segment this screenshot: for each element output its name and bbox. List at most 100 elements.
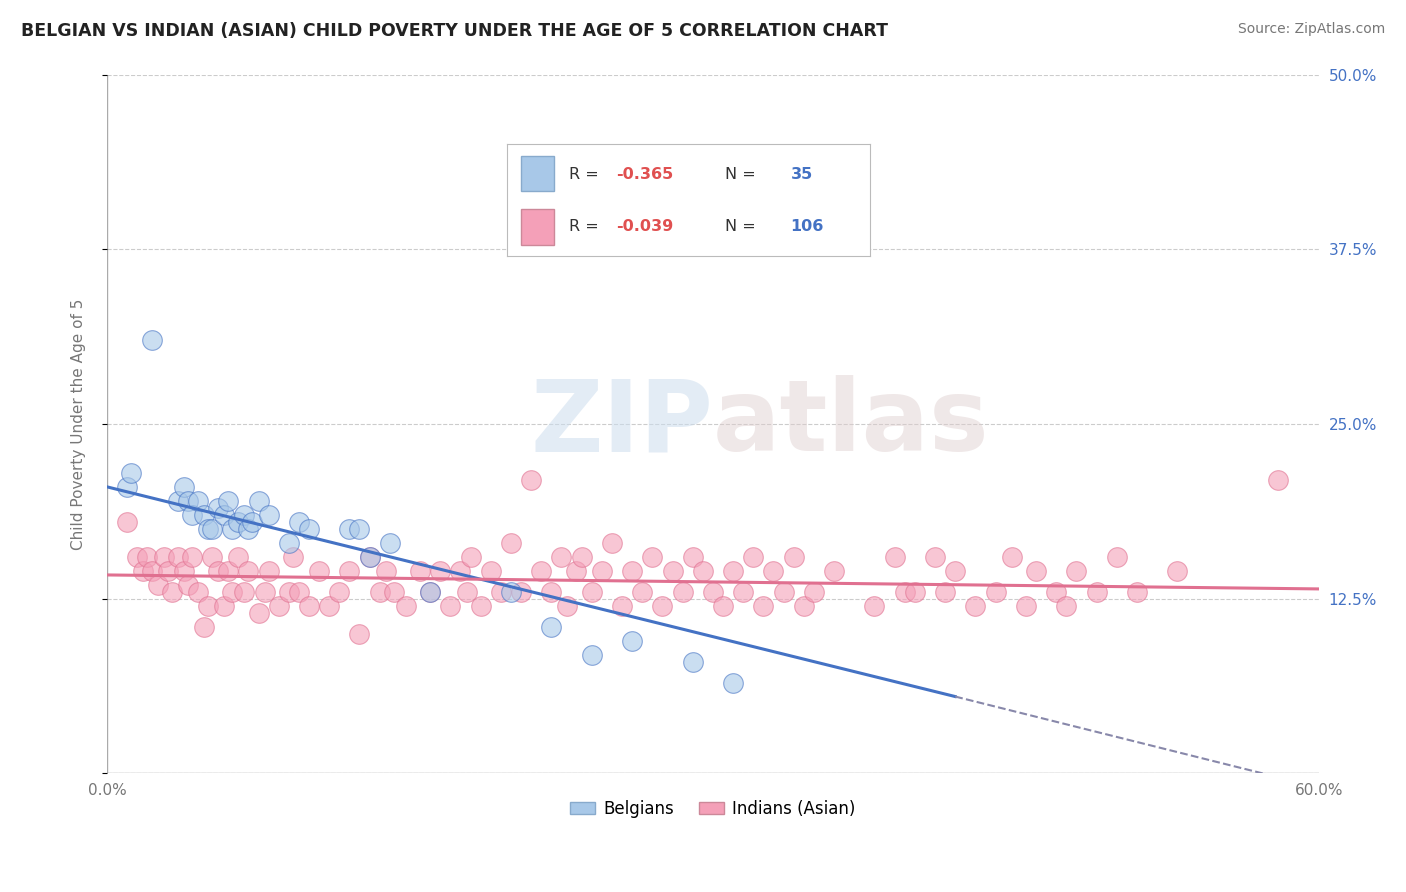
Point xyxy=(217,493,239,508)
Point xyxy=(702,584,724,599)
Point xyxy=(141,564,163,578)
Point xyxy=(1025,564,1047,578)
Point xyxy=(288,584,311,599)
Point xyxy=(288,515,311,529)
Point xyxy=(793,599,815,613)
Point xyxy=(166,549,188,564)
Point xyxy=(238,522,260,536)
Point xyxy=(207,500,229,515)
Point xyxy=(328,584,350,599)
Point xyxy=(281,549,304,564)
Text: BELGIAN VS INDIAN (ASIAN) CHILD POVERTY UNDER THE AGE OF 5 CORRELATION CHART: BELGIAN VS INDIAN (ASIAN) CHILD POVERTY … xyxy=(21,22,889,40)
Point xyxy=(120,466,142,480)
Point xyxy=(212,599,235,613)
Point xyxy=(177,493,200,508)
Point xyxy=(308,564,330,578)
Point xyxy=(762,564,785,578)
Point xyxy=(510,584,533,599)
Point xyxy=(180,549,202,564)
Point xyxy=(277,584,299,599)
Point xyxy=(233,584,256,599)
Point xyxy=(298,599,321,613)
Point xyxy=(339,564,361,578)
Point xyxy=(1166,564,1188,578)
Point xyxy=(984,584,1007,599)
Point xyxy=(651,599,673,613)
Point xyxy=(247,606,270,620)
Point xyxy=(682,549,704,564)
Point xyxy=(429,564,451,578)
Point xyxy=(160,584,183,599)
Point xyxy=(1126,584,1149,599)
Point xyxy=(893,584,915,599)
Point xyxy=(934,584,956,599)
Point xyxy=(499,536,522,550)
Point xyxy=(581,648,603,662)
Text: ZIP: ZIP xyxy=(530,376,713,473)
Point xyxy=(600,536,623,550)
Point xyxy=(187,584,209,599)
Point xyxy=(564,564,586,578)
Point xyxy=(180,508,202,522)
Point xyxy=(374,564,396,578)
Point xyxy=(621,564,644,578)
Point xyxy=(228,515,250,529)
Point xyxy=(450,564,472,578)
Point xyxy=(201,549,224,564)
Point xyxy=(460,549,482,564)
Point xyxy=(378,536,401,550)
Point xyxy=(177,578,200,592)
Point xyxy=(395,599,418,613)
Point xyxy=(1085,584,1108,599)
Point xyxy=(557,599,579,613)
Point xyxy=(803,584,825,599)
Point xyxy=(591,564,613,578)
Point xyxy=(733,584,755,599)
Point xyxy=(257,564,280,578)
Point xyxy=(257,508,280,522)
Point xyxy=(197,522,219,536)
Point xyxy=(197,599,219,613)
Point xyxy=(166,493,188,508)
Point xyxy=(117,515,139,529)
Point xyxy=(1066,564,1088,578)
Point xyxy=(419,584,441,599)
Point xyxy=(581,584,603,599)
Point xyxy=(156,564,179,578)
Point xyxy=(499,584,522,599)
Point xyxy=(368,584,391,599)
Point xyxy=(489,584,512,599)
Point xyxy=(610,599,633,613)
Point xyxy=(540,620,562,634)
Point xyxy=(943,564,966,578)
Point xyxy=(742,549,765,564)
Point xyxy=(661,564,683,578)
Point xyxy=(238,564,260,578)
Point xyxy=(641,549,664,564)
Point xyxy=(173,480,195,494)
Point xyxy=(359,549,381,564)
Point xyxy=(233,508,256,522)
Point xyxy=(349,522,371,536)
Point xyxy=(277,536,299,550)
Point xyxy=(127,549,149,564)
Point xyxy=(409,564,432,578)
Point xyxy=(721,564,744,578)
Point xyxy=(173,564,195,578)
Point xyxy=(382,584,405,599)
Point xyxy=(721,675,744,690)
Y-axis label: Child Poverty Under the Age of 5: Child Poverty Under the Age of 5 xyxy=(72,298,86,549)
Point xyxy=(242,515,264,529)
Point xyxy=(221,522,243,536)
Point xyxy=(253,584,276,599)
Point xyxy=(1267,473,1289,487)
Point xyxy=(904,584,927,599)
Point xyxy=(965,599,987,613)
Point xyxy=(550,549,572,564)
Point xyxy=(479,564,502,578)
Point xyxy=(823,564,845,578)
Point xyxy=(782,549,804,564)
Point xyxy=(247,493,270,508)
Point xyxy=(1054,599,1077,613)
Point xyxy=(631,584,654,599)
